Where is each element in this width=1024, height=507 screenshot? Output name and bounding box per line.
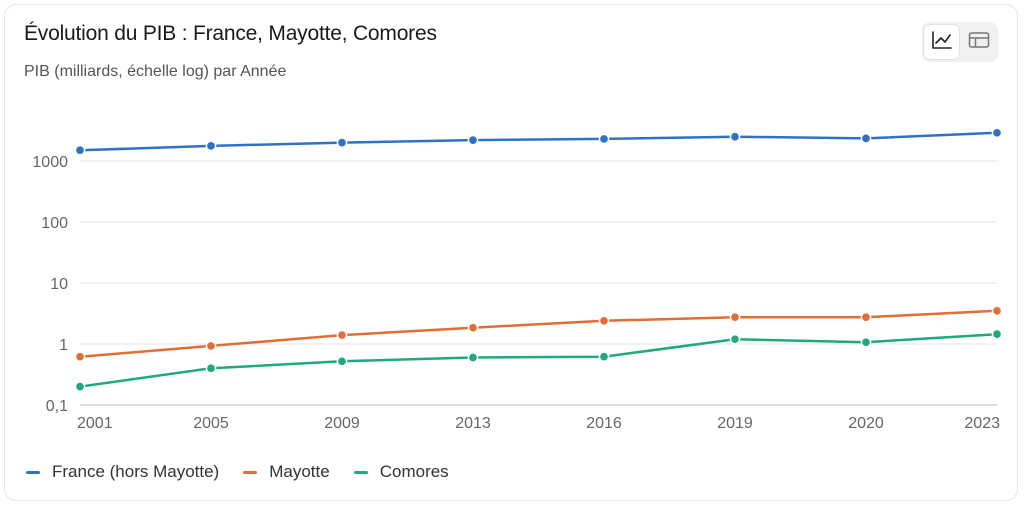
x-tick-label: 2009 xyxy=(324,415,360,432)
data-point[interactable] xyxy=(467,322,479,334)
data-point[interactable] xyxy=(74,351,86,363)
data-point[interactable] xyxy=(336,355,348,367)
legend-item[interactable]: Mayotte xyxy=(243,462,330,482)
legend-swatch xyxy=(26,470,40,474)
legend-swatch xyxy=(353,470,368,474)
chart-title: Évolution du PIB : France, Mayotte, Como… xyxy=(24,22,437,45)
series-line-2 xyxy=(78,332,999,388)
x-tick-label: 2016 xyxy=(586,415,622,432)
legend-label: Mayotte xyxy=(269,462,330,481)
legend-label: Comores xyxy=(379,462,449,481)
data-point[interactable] xyxy=(991,328,1003,340)
legend-item[interactable]: France (hors Mayotte) xyxy=(26,462,219,482)
x-tick-label: 2020 xyxy=(848,415,884,432)
data-point[interactable] xyxy=(74,144,86,156)
x-tick-label: 2019 xyxy=(717,415,753,432)
data-point[interactable] xyxy=(598,133,610,145)
data-point[interactable] xyxy=(729,311,741,323)
y-tick-label: 0,1 xyxy=(46,398,68,415)
series-line-0 xyxy=(78,131,999,152)
data-point[interactable] xyxy=(467,134,479,146)
data-point[interactable] xyxy=(991,127,1003,139)
data-point[interactable] xyxy=(205,140,217,152)
data-point[interactable] xyxy=(991,305,1003,317)
line-chart-icon xyxy=(931,30,953,55)
y-tick-label: 1 xyxy=(59,337,68,354)
data-point[interactable] xyxy=(205,362,217,374)
line-chart-view-button[interactable] xyxy=(924,25,959,59)
legend-swatch xyxy=(243,470,258,474)
data-point[interactable] xyxy=(598,315,610,327)
y-tick-label: 1000 xyxy=(32,154,68,171)
data-point[interactable] xyxy=(467,352,479,363)
data-point[interactable] xyxy=(860,133,872,144)
legend-label: France (hors Mayotte) xyxy=(52,462,220,481)
x-tick-label: 2013 xyxy=(455,415,491,432)
data-point[interactable] xyxy=(205,340,217,352)
x-tick-label: 2023 xyxy=(964,415,1000,432)
chart-legend: France (hors Mayotte) Mayotte Comores xyxy=(26,462,473,482)
series-line-1 xyxy=(78,309,999,358)
data-point[interactable] xyxy=(860,336,872,348)
table-view-button[interactable] xyxy=(961,25,996,59)
chart-card xyxy=(4,4,1018,501)
data-point[interactable] xyxy=(336,329,348,341)
data-point[interactable] xyxy=(74,381,86,392)
data-point[interactable] xyxy=(598,351,610,363)
x-tick-label: 2001 xyxy=(77,415,113,432)
y-tick-label: 10 xyxy=(50,276,68,293)
data-point[interactable] xyxy=(729,131,741,143)
data-point[interactable] xyxy=(729,333,741,345)
x-tick-label: 2005 xyxy=(193,415,229,432)
data-point[interactable] xyxy=(860,311,872,323)
legend-item[interactable]: Comores xyxy=(353,462,449,482)
table-icon xyxy=(968,31,990,54)
y-tick-label: 100 xyxy=(41,215,68,232)
chart-subtitle: PIB (milliards, échelle log) par Année xyxy=(24,63,287,80)
view-toggle xyxy=(922,22,998,62)
data-point[interactable] xyxy=(336,137,348,148)
